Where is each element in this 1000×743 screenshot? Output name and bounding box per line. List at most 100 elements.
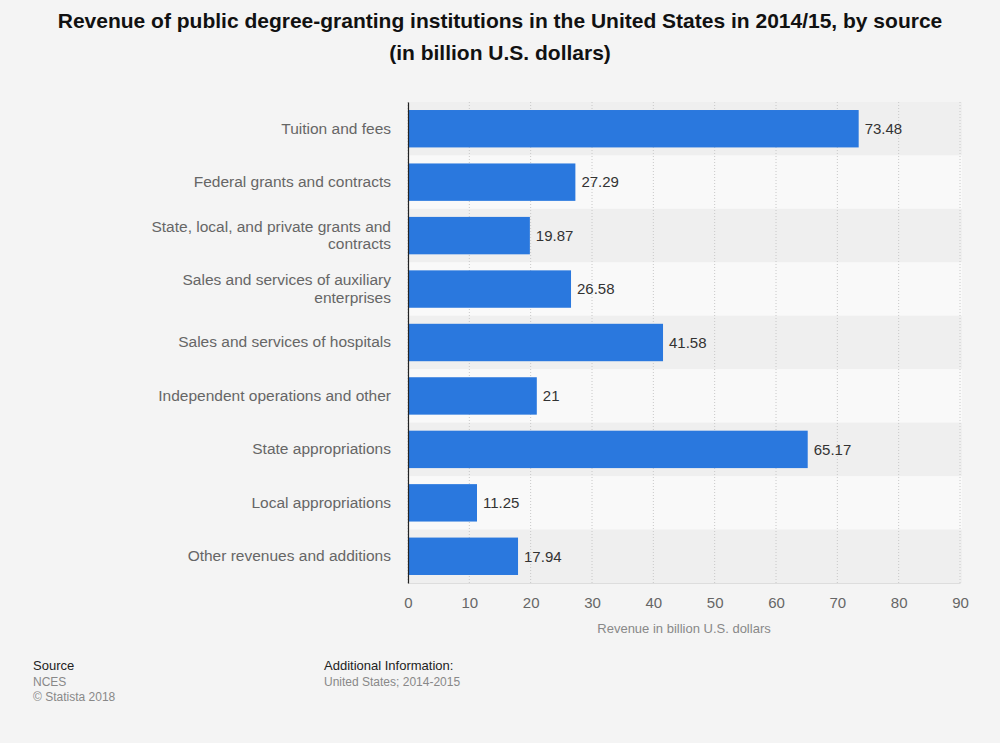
text-line: Federal grants and contracts [194, 173, 392, 190]
x-tick: 30 [584, 583, 601, 611]
text-line: Independent operations and other [158, 387, 391, 404]
x-axis-line [409, 583, 961, 584]
y-tick: Sales and services of auxiliaryenterpris… [183, 271, 392, 306]
data-label: 17.94 [524, 548, 562, 565]
x-tick: 60 [768, 583, 785, 611]
y-tick-label: Tuition and fees [281, 120, 391, 137]
y-tick-label: Federal grants and contracts [194, 173, 392, 190]
bar [408, 324, 663, 361]
text-line: Other revenues and additions [188, 547, 392, 564]
grid-line [837, 102, 838, 583]
bar [408, 270, 571, 307]
x-tick-label: 60 [768, 594, 785, 611]
text-line: Sales and services of auxiliary [183, 271, 392, 288]
bar [408, 217, 530, 254]
info: United States; 2014-2015 [324, 675, 460, 689]
title: Revenue of public degree-granting instit… [58, 9, 943, 64]
text-line: Revenue of public degree-granting instit… [58, 9, 943, 32]
grid-line [714, 102, 715, 583]
data-label: 19.87 [536, 227, 574, 244]
row-stripes [408, 102, 962, 583]
text-line: Sales and services of hospitals [178, 333, 391, 350]
row-stripe [408, 369, 962, 422]
y-tick: Other revenues and additions [188, 547, 392, 564]
y-tick: Local appropriations [251, 494, 391, 511]
row-stripe [408, 102, 962, 155]
bar [408, 484, 477, 521]
y-tick: Sales and services of hospitals [178, 333, 391, 350]
data-label: 65.17 [814, 441, 852, 458]
bar [408, 110, 859, 147]
grid [408, 102, 960, 583]
text-line: State appropriations [252, 440, 391, 457]
text-line: contracts [328, 235, 391, 252]
x-tick: 50 [707, 583, 724, 611]
y-tick: State appropriations [252, 440, 391, 457]
chart: Revenue of public degree-granting instit… [0, 0, 1000, 743]
x-tick-label: 70 [829, 594, 846, 611]
row-stripe [408, 530, 962, 583]
y-tick-label: Sales and services of auxiliaryenterpris… [183, 271, 392, 306]
x-axis-title: Revenue in billion U.S. dollars [597, 621, 771, 636]
x-tick: 70 [829, 583, 846, 611]
x-tick-label: 20 [523, 594, 540, 611]
text-line: Tuition and fees [281, 120, 391, 137]
info-heading: Additional Information: [324, 658, 453, 673]
y-tick: Tuition and fees [281, 120, 391, 137]
data-label: 26.58 [577, 280, 615, 297]
x-tick: 20 [523, 583, 540, 611]
text-line: enterprises [314, 289, 391, 306]
y-tick-label: Other revenues and additions [188, 547, 392, 564]
text-line: (in billion U.S. dollars) [389, 41, 611, 64]
text-line: Local appropriations [251, 494, 391, 511]
text-line: State, local, and private grants and [151, 218, 391, 235]
data-label: 73.48 [865, 120, 903, 137]
row-stripe [408, 262, 962, 315]
x-tick: 40 [645, 583, 662, 611]
y-tick: Federal grants and contracts [194, 173, 392, 190]
grid-line [408, 102, 409, 583]
source-heading: Source [33, 658, 74, 673]
y-tick-label: Local appropriations [251, 494, 391, 511]
x-tick: 90 [952, 583, 969, 611]
row-stripe [408, 155, 962, 208]
row-stripe [408, 316, 962, 369]
x-tick-label: 40 [645, 594, 662, 611]
row-stripe [408, 423, 962, 476]
bar [408, 163, 575, 200]
source: NCES [33, 675, 66, 689]
bar [408, 431, 808, 468]
x-tick-label: 10 [461, 594, 478, 611]
grid-line [898, 102, 899, 583]
copyright: © Statista 2018 [33, 690, 116, 704]
grid-line [960, 102, 961, 583]
y-tick-label: Independent operations and other [158, 387, 391, 404]
bars [408, 110, 859, 575]
x-tick: 0 [404, 583, 412, 611]
x-tick-label: 50 [707, 594, 724, 611]
x-tick: 80 [891, 583, 908, 611]
y-tick-label: Sales and services of hospitals [178, 333, 391, 350]
bar [408, 538, 518, 575]
x-tick-label: 90 [952, 594, 969, 611]
y-tick: State, local, and private grants andcont… [151, 218, 391, 253]
x-tick-label: 80 [891, 594, 908, 611]
bar [408, 377, 537, 414]
data-label: 11.25 [483, 494, 519, 511]
row-stripe [408, 476, 962, 529]
y-axis-line [408, 103, 409, 584]
x-tick-label: 0 [404, 594, 412, 611]
row-stripe [408, 209, 962, 262]
grid-line [776, 102, 777, 583]
data-label: 21 [543, 387, 560, 404]
data-label: 27.29 [581, 173, 619, 190]
y-tick-label: State, local, and private grants andcont… [151, 218, 391, 253]
footer: Source NCES© Statista 2018 Additional Info… [33, 658, 460, 704]
data-labels: 73.48 27.29 19.87 26.58 41.58 21 65.17 11.25 17.… [483, 120, 902, 565]
y-tick-label: State appropriations [252, 440, 391, 457]
x-tick: 10 [461, 583, 478, 611]
data-label: 41.58 [669, 334, 707, 351]
y-axis: Tuition and fees Federal grants and contr… [151, 103, 408, 584]
x-tick-label: 30 [584, 594, 601, 611]
background [0, 0, 1000, 743]
